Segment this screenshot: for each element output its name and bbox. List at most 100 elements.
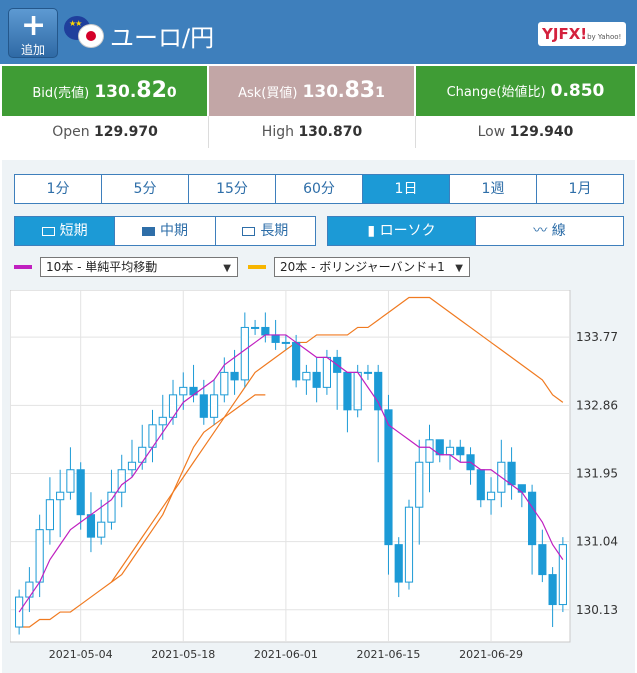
term-short[interactable]: 短期 xyxy=(15,217,116,245)
candle-body xyxy=(271,334,280,343)
period-15min[interactable]: 15分 xyxy=(189,175,276,203)
candle-body xyxy=(281,341,290,344)
candle-body xyxy=(158,416,167,426)
y-tick-label: 133.77 xyxy=(576,330,618,344)
eu-stars-icon: ★★ xyxy=(69,19,82,28)
candle-body xyxy=(558,544,567,606)
japan-flag-icon xyxy=(78,24,104,48)
bollinger-upper-line xyxy=(110,296,564,583)
y-tick-label: 130.13 xyxy=(576,603,618,617)
x-tick-label: 2021-06-01 xyxy=(254,648,318,661)
app-header: + 追加 ★★ ユーロ/円 YJFX!by Yahoo! xyxy=(0,0,637,64)
candle-body xyxy=(97,521,106,538)
change-value: 0.850 xyxy=(550,81,605,101)
candle-body xyxy=(209,394,219,418)
x-tick-label: 2021-05-04 xyxy=(49,648,113,661)
period-1day[interactable]: 1日 xyxy=(363,175,450,203)
candle-body xyxy=(35,529,44,583)
candle-body xyxy=(220,371,229,396)
candle-body xyxy=(353,371,362,411)
candle-body xyxy=(394,544,403,583)
period-5min[interactable]: 5分 xyxy=(102,175,189,203)
open-stat: Open 129.970 xyxy=(2,116,209,148)
chevron-down-icon: ▼ xyxy=(455,263,463,274)
candle-body xyxy=(261,326,270,336)
candle-body xyxy=(456,446,465,456)
ask-value: 130.831 xyxy=(302,78,385,103)
y-tick-label: 131.95 xyxy=(576,466,618,480)
candle-body xyxy=(343,371,352,411)
candle-body xyxy=(86,514,96,538)
candle-body xyxy=(548,574,557,606)
candle-body xyxy=(230,371,239,381)
term-mid[interactable]: 中期 xyxy=(115,217,216,245)
candle-body xyxy=(486,491,496,501)
long-term-icon xyxy=(242,227,256,236)
high-stat: High 130.870 xyxy=(209,116,416,148)
add-button[interactable]: + 追加 xyxy=(8,8,58,58)
candle-body xyxy=(56,491,65,501)
candle-body xyxy=(127,461,137,471)
x-tick-label: 2021-05-18 xyxy=(151,648,215,661)
chart-type-line[interactable]: 〰 線 xyxy=(533,223,566,239)
candle-body xyxy=(425,439,434,463)
chart-type-candle[interactable]: ▮ ローソク xyxy=(328,217,476,245)
candle-body xyxy=(251,326,260,329)
ask-label: Ask(買値) xyxy=(238,86,298,101)
candle-body xyxy=(76,469,85,516)
period-1min[interactable]: 1分 xyxy=(15,175,102,203)
candle-body xyxy=(292,341,301,381)
candle-body xyxy=(374,371,383,411)
bid-label: Bid(売値) xyxy=(32,86,90,101)
candle-body xyxy=(25,581,34,598)
y-tick-label: 131.04 xyxy=(576,535,618,549)
candle-body xyxy=(240,326,249,381)
candle-body xyxy=(538,544,547,576)
candle-body xyxy=(415,461,424,508)
x-tick-label: 2021-06-15 xyxy=(356,648,420,661)
x-tick-label: 2021-06-29 xyxy=(459,648,523,661)
chevron-down-icon: ▼ xyxy=(223,263,231,274)
candle-body xyxy=(45,499,54,531)
chart-panel: 1分 5分 15分 60分 1日 1週 1月 短期 中期 長期 ▮ ローソク 〰… xyxy=(2,160,635,673)
currency-pair-title: ユーロ/円 xyxy=(110,24,215,52)
change-label: Change(始値比) xyxy=(446,85,546,100)
mid-term-icon xyxy=(141,227,155,236)
candle-body xyxy=(404,506,414,583)
yjfx-logo: YJFX!by Yahoo! xyxy=(538,22,626,46)
period-60min[interactable]: 60分 xyxy=(276,175,363,203)
candle-body xyxy=(199,394,208,418)
candle-body xyxy=(322,356,331,388)
ma-select[interactable]: 10本 - 単純平均移動 ▼ xyxy=(40,257,238,277)
candle-body xyxy=(66,469,75,493)
candle-body xyxy=(138,446,147,463)
ask-quote[interactable]: Ask(買値) 130.831 xyxy=(209,66,414,116)
moving-average-line xyxy=(18,334,564,613)
plus-icon: + xyxy=(21,8,47,43)
bid-quote[interactable]: Bid(売値) 130.820 xyxy=(2,66,207,116)
candle-body xyxy=(117,469,126,493)
candle-body xyxy=(302,371,311,381)
low-stat: Low 129.940 xyxy=(477,124,574,140)
y-tick-label: 132.86 xyxy=(576,398,618,412)
chart-type-selector: ▮ ローソク 〰 線 xyxy=(327,216,624,246)
short-term-icon xyxy=(41,227,55,236)
term-long[interactable]: 長期 xyxy=(216,217,315,245)
period-1week[interactable]: 1週 xyxy=(450,175,537,203)
candlestick-icon: ▮ xyxy=(367,223,380,239)
candle-body xyxy=(15,596,24,628)
candle-body xyxy=(363,371,373,374)
add-button-label: 追加 xyxy=(20,43,45,57)
candle-body xyxy=(507,461,516,486)
period-selector: 1分 5分 15分 60分 1日 1週 1月 xyxy=(14,174,624,204)
period-1month[interactable]: 1月 xyxy=(568,181,592,197)
line-chart-icon: 〰 xyxy=(533,223,552,239)
candle-body xyxy=(445,446,455,456)
price-chart[interactable]: 133.77 132.86 131.95 131.04 130.13 2021-05-04… xyxy=(10,290,629,670)
bb-swatch xyxy=(248,265,266,269)
candle-body xyxy=(476,469,485,501)
bollinger-lower-line xyxy=(19,394,266,628)
candle-body xyxy=(384,409,393,546)
bb-select[interactable]: 20本 - ボリンジャーバンド+1 ▼ xyxy=(274,257,470,277)
term-selector: 短期 中期 長期 xyxy=(14,216,316,246)
